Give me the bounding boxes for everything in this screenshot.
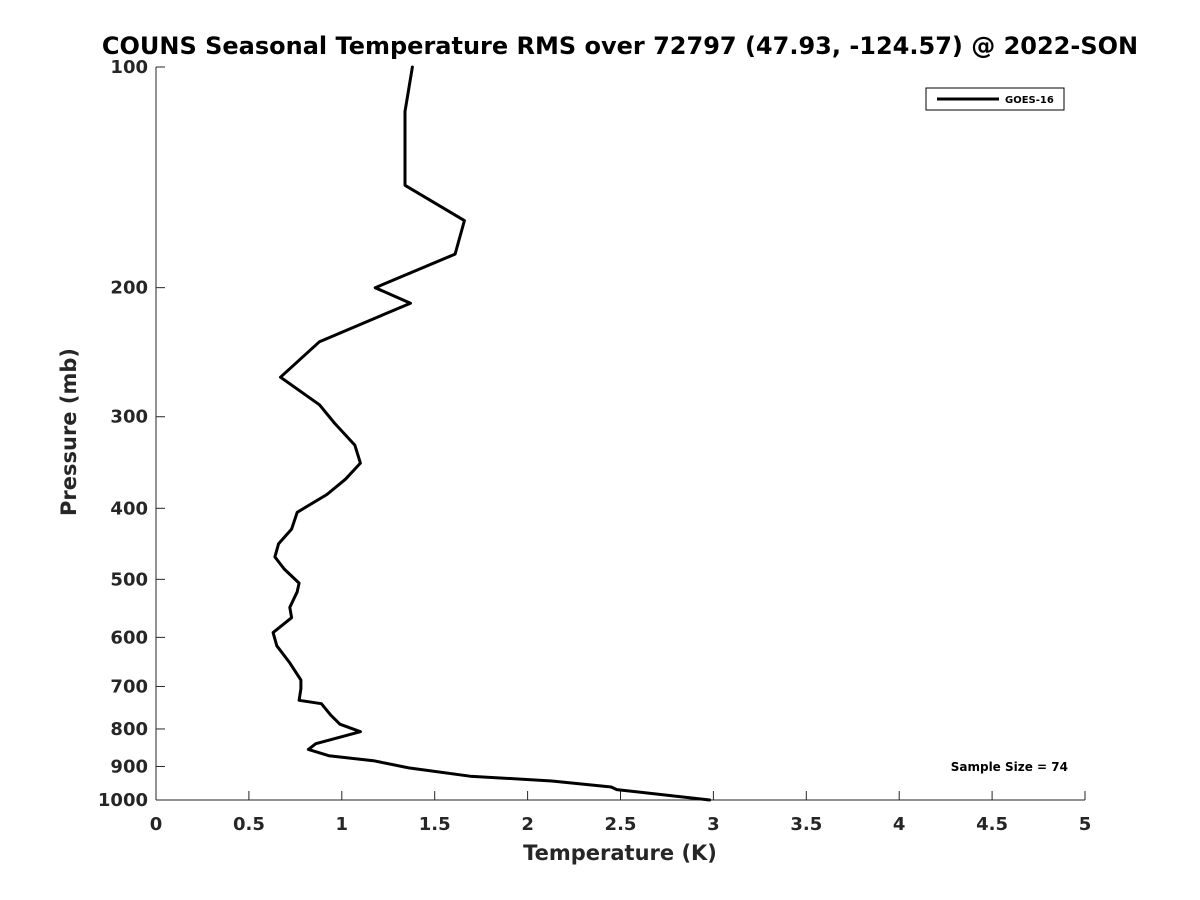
x-tick-label: 2 bbox=[521, 814, 534, 835]
x-tick-label: 3.5 bbox=[790, 814, 822, 835]
sample-size-annotation: Sample Size = 74 bbox=[951, 760, 1068, 774]
x-tick-label: 5 bbox=[1079, 814, 1092, 835]
x-tick-label: 3 bbox=[707, 814, 720, 835]
x-tick-label: 4.5 bbox=[976, 814, 1008, 835]
x-axis-label: Temperature (K) bbox=[523, 841, 717, 865]
y-tick-label: 200 bbox=[110, 278, 148, 299]
y-tick-label: 700 bbox=[110, 676, 148, 697]
plot-area: 0 0.5 1 1.5 2 2.5 3 3.5 4 4.5 5 100 200 300 400 500 600 7… bbox=[98, 57, 1091, 835]
chart-title: COUNS Seasonal Temperature RMS over 7279… bbox=[102, 32, 1138, 60]
legend-entry-label: GOES-16 bbox=[1005, 95, 1054, 106]
x-tick-label: 4 bbox=[893, 814, 906, 835]
y-tick-label: 800 bbox=[110, 719, 148, 740]
y-tick-label: 100 bbox=[110, 57, 148, 78]
x-tick-label: 2.5 bbox=[605, 814, 637, 835]
legend[interactable]: GOES-16 bbox=[925, 87, 1065, 111]
series-line-goes-16[interactable] bbox=[271, 65, 712, 802]
x-tick-label: 0 bbox=[150, 814, 163, 835]
x-tick-label: 1.5 bbox=[419, 814, 451, 835]
y-tick-label: 600 bbox=[110, 627, 148, 648]
x-tick-label: 1 bbox=[336, 814, 349, 835]
y-axis-label: Pressure (mb) bbox=[57, 348, 81, 516]
y-tick-label: 500 bbox=[110, 569, 148, 590]
y-tick-label: 1000 bbox=[98, 790, 148, 811]
y-tick-label: 300 bbox=[110, 407, 148, 428]
x-tick-label: 0.5 bbox=[233, 814, 265, 835]
y-tick-label: 900 bbox=[110, 756, 148, 777]
y-tick-label: 400 bbox=[110, 498, 148, 519]
